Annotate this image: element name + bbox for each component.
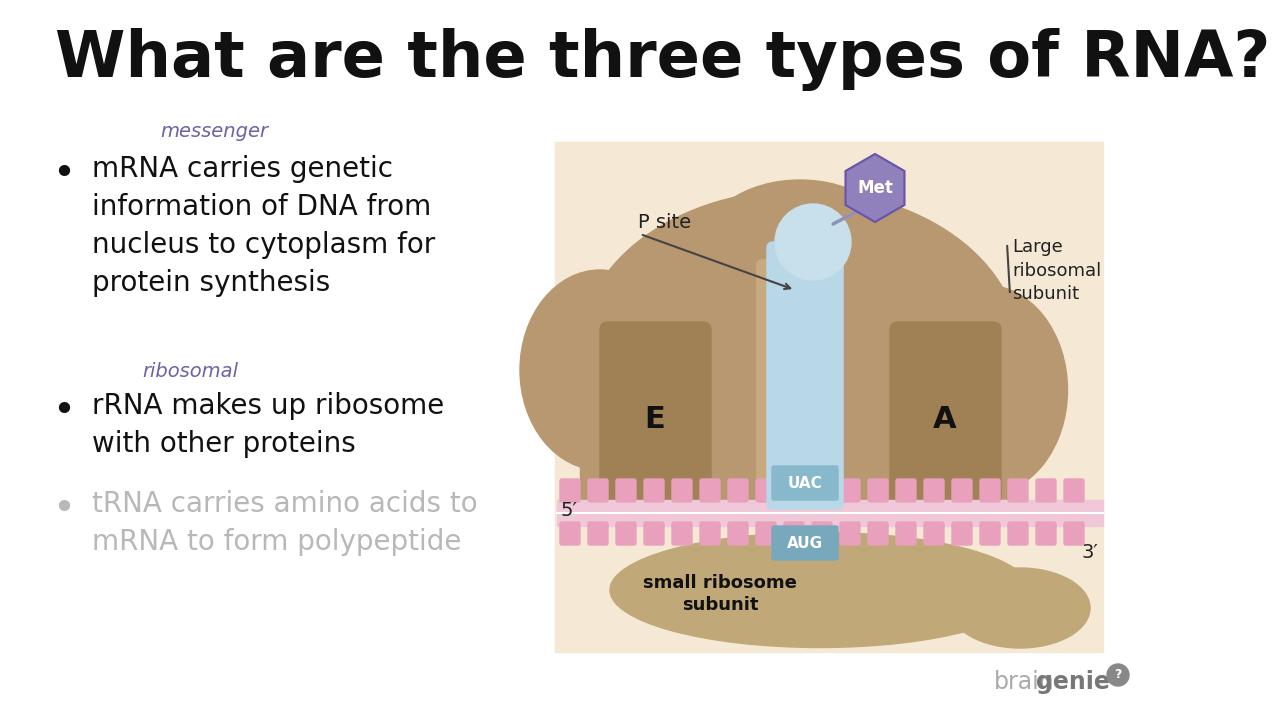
FancyBboxPatch shape <box>980 522 1000 545</box>
FancyBboxPatch shape <box>767 242 844 509</box>
FancyBboxPatch shape <box>772 466 838 500</box>
FancyBboxPatch shape <box>783 522 804 545</box>
Text: 3′: 3′ <box>1082 543 1098 562</box>
FancyBboxPatch shape <box>1009 479 1028 502</box>
FancyBboxPatch shape <box>840 522 860 545</box>
Text: ribosomal: ribosomal <box>142 362 238 381</box>
FancyBboxPatch shape <box>616 479 636 502</box>
FancyBboxPatch shape <box>728 522 748 545</box>
FancyBboxPatch shape <box>600 322 710 513</box>
FancyBboxPatch shape <box>644 479 664 502</box>
Bar <box>556 142 1103 652</box>
FancyBboxPatch shape <box>868 522 888 545</box>
FancyBboxPatch shape <box>896 479 916 502</box>
FancyBboxPatch shape <box>952 522 972 545</box>
FancyBboxPatch shape <box>868 479 888 502</box>
FancyBboxPatch shape <box>924 522 945 545</box>
FancyBboxPatch shape <box>561 479 580 502</box>
Text: •: • <box>52 155 76 193</box>
FancyBboxPatch shape <box>1009 522 1028 545</box>
Text: A: A <box>933 405 957 434</box>
Text: UAC: UAC <box>787 475 822 490</box>
FancyBboxPatch shape <box>672 479 692 502</box>
FancyBboxPatch shape <box>756 522 776 545</box>
Ellipse shape <box>580 190 1020 510</box>
Text: •: • <box>52 392 76 430</box>
Text: What are the three types of RNA?: What are the three types of RNA? <box>55 28 1270 91</box>
FancyBboxPatch shape <box>1064 522 1084 545</box>
FancyBboxPatch shape <box>700 522 719 545</box>
Text: AUG: AUG <box>787 536 823 551</box>
FancyBboxPatch shape <box>812 522 832 545</box>
Polygon shape <box>846 154 905 222</box>
Text: Large
ribosomal
subunit: Large ribosomal subunit <box>1012 238 1101 303</box>
FancyBboxPatch shape <box>924 479 945 502</box>
FancyBboxPatch shape <box>728 479 748 502</box>
FancyBboxPatch shape <box>561 522 580 545</box>
Ellipse shape <box>774 204 851 280</box>
Ellipse shape <box>950 568 1091 648</box>
Text: ?: ? <box>1115 668 1121 682</box>
Ellipse shape <box>902 285 1068 495</box>
FancyBboxPatch shape <box>896 522 916 545</box>
Text: rRNA makes up ribosome
with other proteins: rRNA makes up ribosome with other protei… <box>92 392 444 458</box>
Text: E: E <box>645 405 666 434</box>
FancyBboxPatch shape <box>672 522 692 545</box>
Text: genie: genie <box>1036 670 1110 694</box>
Text: P site: P site <box>637 212 691 232</box>
FancyBboxPatch shape <box>616 522 636 545</box>
FancyBboxPatch shape <box>644 522 664 545</box>
FancyBboxPatch shape <box>952 479 972 502</box>
FancyBboxPatch shape <box>700 479 719 502</box>
Text: 5′: 5′ <box>561 502 577 521</box>
FancyBboxPatch shape <box>890 322 1001 513</box>
Ellipse shape <box>611 533 1030 647</box>
FancyBboxPatch shape <box>588 479 608 502</box>
FancyBboxPatch shape <box>772 526 838 560</box>
Text: •: • <box>52 490 76 528</box>
Text: brain: brain <box>995 670 1055 694</box>
Text: messenger: messenger <box>160 122 268 141</box>
FancyBboxPatch shape <box>1064 479 1084 502</box>
FancyBboxPatch shape <box>756 479 776 502</box>
Ellipse shape <box>1107 664 1129 686</box>
Ellipse shape <box>700 180 900 320</box>
Ellipse shape <box>520 270 680 470</box>
Bar <box>557 500 1103 526</box>
FancyBboxPatch shape <box>1036 479 1056 502</box>
Text: tRNA carries amino acids to
mRNA to form polypeptide: tRNA carries amino acids to mRNA to form… <box>92 490 477 556</box>
FancyBboxPatch shape <box>1036 522 1056 545</box>
FancyBboxPatch shape <box>812 479 832 502</box>
FancyBboxPatch shape <box>756 260 844 510</box>
Text: Met: Met <box>858 179 893 197</box>
FancyBboxPatch shape <box>783 479 804 502</box>
FancyBboxPatch shape <box>980 479 1000 502</box>
Text: small ribosome
subunit: small ribosome subunit <box>643 574 797 614</box>
FancyBboxPatch shape <box>588 522 608 545</box>
FancyBboxPatch shape <box>840 479 860 502</box>
Text: mRNA carries genetic
information of DNA from
nucleus to cytoplasm for
protein sy: mRNA carries genetic information of DNA … <box>92 155 435 297</box>
Bar <box>580 300 1020 520</box>
